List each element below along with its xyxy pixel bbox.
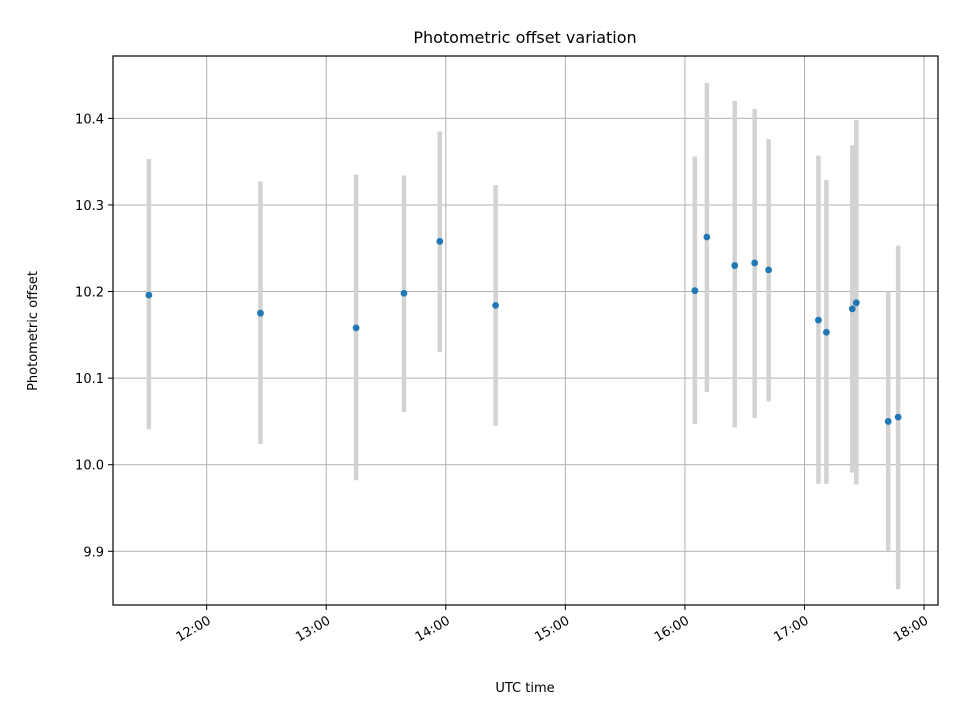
data-point <box>257 309 264 317</box>
data-point <box>848 305 856 313</box>
data-point <box>691 287 699 295</box>
y-axis-ticks: 9.9 10.0 10.1 10.2 10.3 10.4 <box>75 112 113 560</box>
y-tick-label: 10.2 <box>75 286 104 301</box>
data-point <box>703 233 711 241</box>
y-tick-label: 10.1 <box>75 372 104 387</box>
data-point <box>765 266 773 274</box>
data-point <box>400 289 408 297</box>
data-point <box>823 328 830 336</box>
data-point <box>352 324 360 332</box>
data-points <box>145 233 902 425</box>
data-point <box>815 316 822 324</box>
data-point <box>731 262 739 269</box>
data-point <box>145 291 153 299</box>
y-tick-label: 10.3 <box>75 199 104 214</box>
chart-title: Photometric offset variation <box>413 28 636 47</box>
data-point <box>436 237 444 245</box>
y-tick-label: 9.9 <box>83 545 104 560</box>
data-point <box>852 299 860 307</box>
y-tick-label: 10.4 <box>75 112 104 127</box>
y-axis-label: Photometric offset <box>26 271 41 391</box>
y-tick-label: 10.0 <box>75 459 104 474</box>
data-point <box>884 418 892 425</box>
data-point <box>751 259 759 267</box>
x-axis-label: UTC time <box>495 681 554 696</box>
data-point <box>492 301 500 309</box>
grid-lines <box>113 56 938 605</box>
data-point <box>894 413 902 421</box>
plot-frame <box>112 55 939 606</box>
